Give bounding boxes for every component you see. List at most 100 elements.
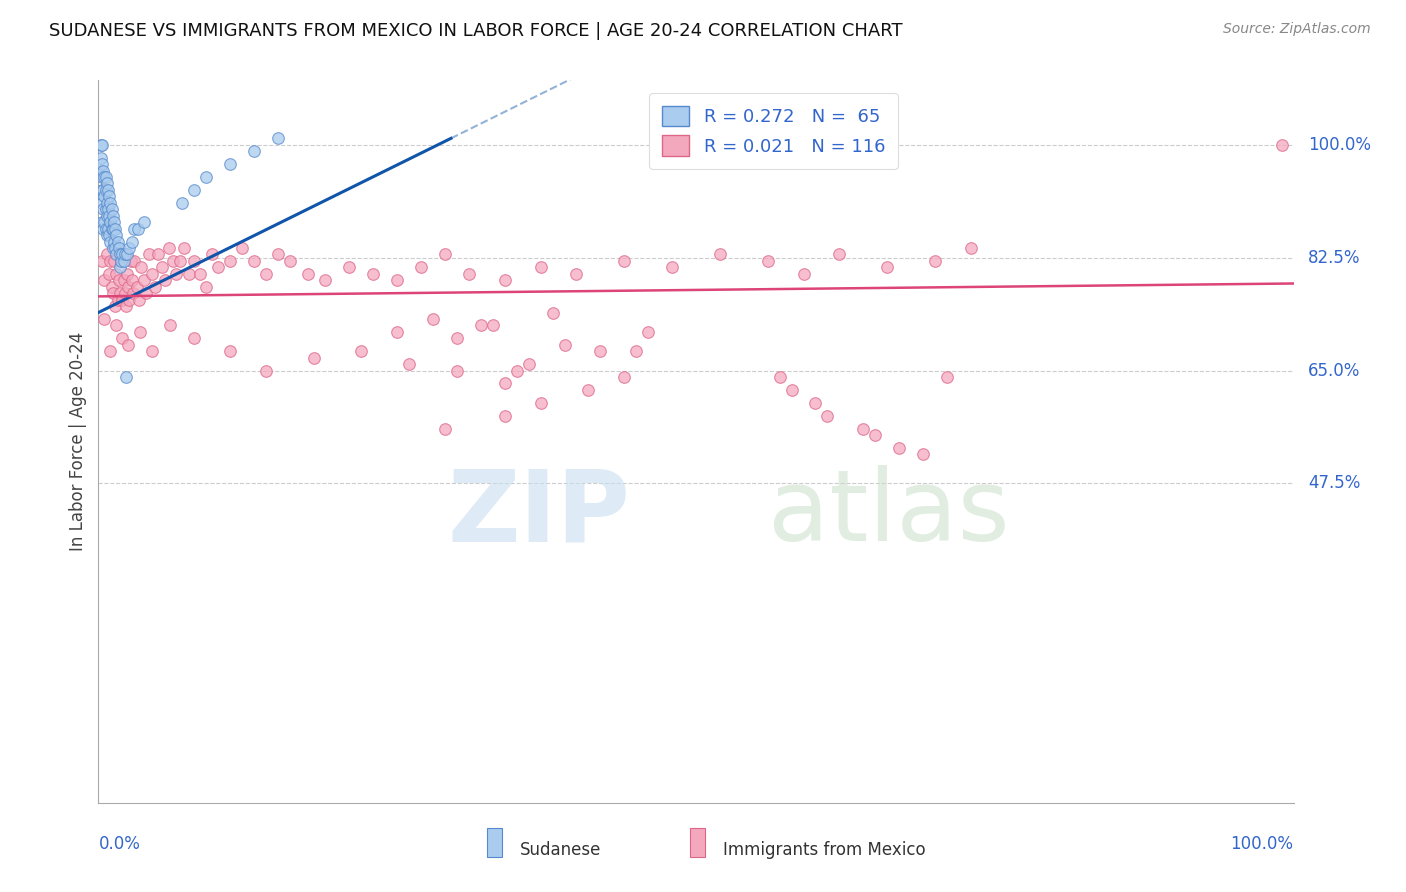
Point bbox=[112, 273, 135, 287]
Point bbox=[148, 247, 170, 261]
Point bbox=[103, 254, 125, 268]
Point bbox=[143, 279, 166, 293]
Point bbox=[756, 254, 779, 268]
Point bbox=[98, 228, 121, 243]
Point bbox=[105, 228, 128, 243]
Point bbox=[117, 279, 139, 293]
Point bbox=[104, 221, 127, 235]
Text: Sudanese: Sudanese bbox=[520, 841, 602, 859]
Point bbox=[110, 254, 132, 268]
Point bbox=[446, 331, 468, 345]
Point bbox=[105, 247, 128, 261]
Point bbox=[434, 247, 457, 261]
Point bbox=[121, 273, 143, 287]
Point bbox=[254, 267, 277, 281]
Point bbox=[93, 312, 115, 326]
Point bbox=[865, 428, 887, 442]
Point bbox=[101, 221, 124, 235]
Point bbox=[129, 325, 152, 339]
Point bbox=[96, 195, 118, 210]
Point bbox=[201, 247, 224, 261]
Point bbox=[104, 299, 127, 313]
Point bbox=[183, 254, 205, 268]
Point bbox=[91, 202, 114, 217]
Point bbox=[94, 183, 117, 197]
Point bbox=[195, 169, 218, 184]
Point bbox=[267, 247, 290, 261]
Point bbox=[254, 363, 277, 377]
Point bbox=[297, 267, 319, 281]
Point bbox=[98, 209, 121, 223]
Point bbox=[132, 273, 155, 287]
Y-axis label: In Labor Force | Age 20-24: In Labor Force | Age 20-24 bbox=[69, 332, 87, 551]
Point bbox=[828, 247, 851, 261]
Point bbox=[100, 279, 122, 293]
Point bbox=[278, 254, 301, 268]
Point bbox=[97, 183, 120, 197]
Point bbox=[173, 241, 195, 255]
Point bbox=[183, 331, 205, 345]
Point bbox=[183, 183, 205, 197]
Point bbox=[124, 254, 146, 268]
Point bbox=[101, 241, 124, 255]
Point bbox=[165, 267, 187, 281]
Point bbox=[105, 318, 128, 333]
Point bbox=[124, 221, 146, 235]
Point bbox=[138, 247, 160, 261]
Point bbox=[219, 157, 242, 171]
Point bbox=[91, 215, 114, 229]
Point bbox=[541, 305, 564, 319]
Point bbox=[889, 441, 911, 455]
Point bbox=[94, 202, 117, 217]
Point bbox=[125, 279, 148, 293]
Point bbox=[97, 202, 120, 217]
Point bbox=[494, 409, 516, 423]
Point bbox=[103, 235, 125, 249]
Point bbox=[578, 383, 600, 397]
Point bbox=[91, 195, 114, 210]
Point bbox=[96, 177, 118, 191]
Point bbox=[120, 254, 142, 268]
Point bbox=[422, 312, 444, 326]
Point bbox=[494, 376, 516, 391]
Point bbox=[110, 254, 132, 268]
Point bbox=[434, 422, 457, 436]
Point bbox=[141, 344, 163, 359]
Point bbox=[155, 273, 177, 287]
Point bbox=[793, 267, 815, 281]
Point bbox=[637, 325, 659, 339]
Bar bbox=[690, 829, 704, 857]
Point bbox=[411, 260, 433, 275]
Point bbox=[111, 331, 134, 345]
Point bbox=[105, 267, 128, 281]
Point bbox=[128, 293, 150, 307]
Point bbox=[554, 338, 576, 352]
Point bbox=[530, 396, 553, 410]
Point bbox=[141, 267, 163, 281]
Point bbox=[481, 318, 505, 333]
Point bbox=[815, 409, 838, 423]
Point bbox=[108, 247, 131, 261]
Point bbox=[115, 299, 138, 313]
Point bbox=[188, 267, 211, 281]
Point bbox=[135, 286, 157, 301]
Point bbox=[115, 267, 138, 281]
Text: Source: ZipAtlas.com: Source: ZipAtlas.com bbox=[1223, 22, 1371, 37]
Point bbox=[172, 195, 194, 210]
Point bbox=[530, 260, 553, 275]
Point bbox=[98, 189, 121, 203]
Point bbox=[780, 383, 803, 397]
Point bbox=[661, 260, 683, 275]
Text: 47.5%: 47.5% bbox=[1308, 475, 1360, 492]
Point bbox=[111, 247, 134, 261]
Point bbox=[709, 247, 731, 261]
Point bbox=[114, 286, 136, 301]
Point bbox=[804, 396, 827, 410]
Text: SUDANESE VS IMMIGRANTS FROM MEXICO IN LABOR FORCE | AGE 20-24 CORRELATION CHART: SUDANESE VS IMMIGRANTS FROM MEXICO IN LA… bbox=[49, 22, 903, 40]
Point bbox=[195, 279, 218, 293]
Point bbox=[93, 273, 115, 287]
Point bbox=[1271, 137, 1294, 152]
Point bbox=[219, 254, 242, 268]
Point bbox=[339, 260, 361, 275]
Point bbox=[118, 241, 141, 255]
